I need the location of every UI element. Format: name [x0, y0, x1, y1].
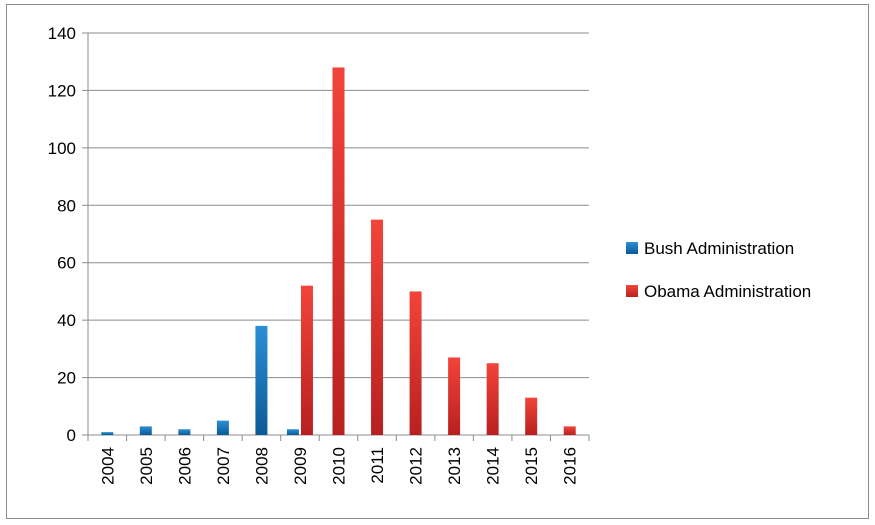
x-tick-label: 2016 [561, 447, 580, 485]
x-tick-label: 2013 [445, 447, 464, 485]
bar-obama-2011 [371, 219, 384, 435]
x-tick-label: 2007 [214, 447, 233, 485]
legend-swatch-obama [626, 285, 638, 297]
bar-bush-2004 [101, 432, 114, 435]
x-tick-label: 2014 [484, 447, 503, 485]
x-tick-label: 2015 [522, 447, 541, 485]
bar-obama-2012 [409, 291, 422, 435]
x-tick-label: 2012 [407, 447, 426, 485]
y-tick-label: 120 [48, 81, 76, 100]
x-tick-label: 2010 [330, 447, 349, 485]
legend-label-obama: Obama Administration [644, 282, 811, 301]
bar-bush-2009 [286, 429, 299, 435]
bar-bush-2008 [255, 325, 268, 435]
bar-bush-2007 [216, 420, 229, 435]
legend: Bush Administration Obama Administration [626, 239, 811, 301]
bar-obama-2013 [448, 357, 461, 435]
bar-obama-2010 [332, 67, 345, 435]
x-tick-label: 2008 [252, 447, 271, 485]
legend-label-bush: Bush Administration [644, 239, 794, 258]
bar-obama-2014 [486, 363, 499, 435]
bar-obama-2009 [300, 285, 313, 435]
legend-swatch-bush [626, 242, 638, 254]
y-tick-label: 60 [57, 254, 76, 273]
tick-labels: 0 20 40 60 80 100 120 140 2004 2005 2006 2007 2008 20… [48, 24, 580, 485]
y-tick-label: 140 [48, 24, 76, 43]
y-tick-label: 0 [67, 426, 76, 445]
bar-bush-2006 [178, 429, 191, 435]
bars [101, 67, 576, 435]
y-tick-label: 40 [57, 311, 76, 330]
x-tick-label: 2006 [175, 447, 194, 485]
x-tick-label: 2009 [291, 447, 310, 485]
x-tick-label: 2005 [137, 447, 156, 485]
y-tick-label: 20 [57, 369, 76, 388]
bar-bush-2005 [139, 426, 152, 435]
bar-obama-2015 [525, 397, 538, 435]
y-tick-label: 80 [57, 196, 76, 215]
bar-obama-2016 [563, 426, 576, 435]
x-tick-label: 2004 [98, 447, 117, 485]
y-tick-label: 100 [48, 139, 76, 158]
x-tick-label: 2011 [368, 447, 387, 484]
